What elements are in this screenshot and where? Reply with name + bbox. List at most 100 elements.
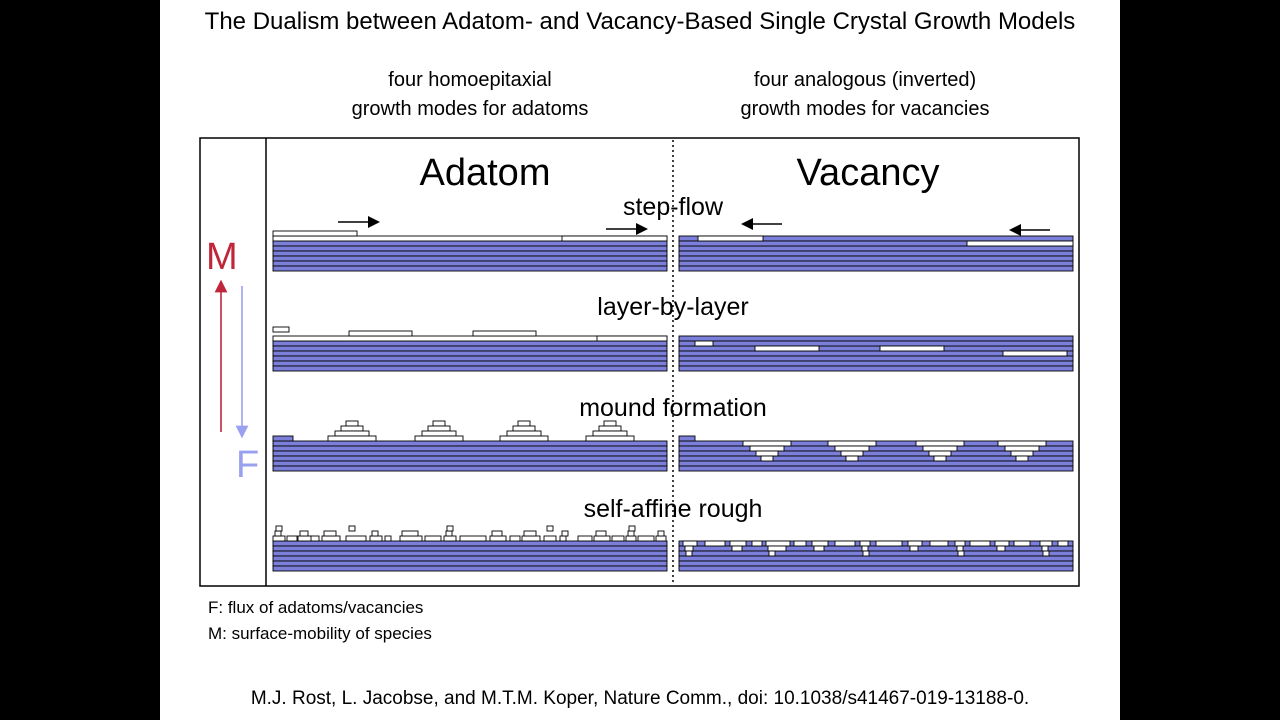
- crystal-layer: [678, 250, 1074, 257]
- flux-label: F: [236, 444, 260, 486]
- crystal-layer: [272, 565, 668, 572]
- vacancy-island: [697, 235, 764, 242]
- crystal-layer: [272, 245, 668, 252]
- adatom-island: [509, 535, 521, 542]
- pit-layer: [749, 445, 785, 452]
- crystal-layer: [678, 245, 1074, 252]
- mound-layer: [427, 425, 451, 432]
- adatom-island: [371, 530, 379, 537]
- adatom-island: [310, 535, 320, 542]
- crystal-layer: [678, 260, 1074, 267]
- vacancy-island: [813, 545, 825, 552]
- mound-layer: [340, 425, 364, 432]
- vacancy-island: [704, 540, 726, 547]
- adatom-island: [472, 330, 537, 337]
- mound-layer: [512, 425, 536, 432]
- vacancy-island: [969, 540, 991, 547]
- crystal-layer: [678, 550, 1074, 557]
- vacancy-island: [1002, 350, 1068, 357]
- crystal-layer: [678, 345, 1074, 352]
- crystal-layer: [678, 255, 1074, 262]
- vacancy-island: [751, 540, 763, 547]
- vacancy-island: [956, 545, 964, 552]
- mound-layer: [598, 425, 622, 432]
- vacancy-island: [996, 545, 1006, 552]
- crystal-layer: [272, 555, 668, 562]
- pit-layer: [928, 450, 952, 457]
- pit-layer: [997, 440, 1047, 447]
- vacancy-island: [684, 545, 694, 552]
- adatom-island: [521, 535, 541, 542]
- crystal-layer: [272, 550, 668, 557]
- vacancy-island: [1039, 540, 1053, 547]
- mound-layer: [506, 430, 542, 437]
- mound-layer: [421, 430, 457, 437]
- crystal-layer: [678, 355, 1074, 362]
- crystal-layer: [678, 265, 1074, 272]
- vacancy-island: [907, 540, 923, 547]
- mound-layer: [432, 420, 446, 427]
- adatom-island: [345, 535, 367, 542]
- vacancy-island: [754, 345, 820, 352]
- crystal-layer: [678, 555, 1074, 562]
- vacancy-column-title: Vacancy: [797, 152, 940, 194]
- vacancy-island: [694, 340, 714, 347]
- adatom-island: [637, 535, 655, 542]
- adatom-island: [596, 335, 668, 342]
- pit-layer: [933, 455, 947, 462]
- crystal-layer: [678, 335, 1074, 342]
- vacancy-island: [834, 540, 856, 547]
- crystal-layer: [272, 340, 668, 347]
- adatom-island: [628, 525, 636, 532]
- crystal-layer: [272, 445, 668, 452]
- adatom-island: [445, 530, 453, 537]
- adatom-island: [595, 530, 607, 537]
- crystal-layer: [272, 355, 668, 362]
- slide-title: The Dualism between Adatom- and Vacancy-…: [204, 8, 1076, 35]
- mound-layer: [592, 430, 628, 437]
- crystal-layer: [272, 250, 668, 257]
- mobility-label: M: [206, 236, 238, 278]
- crystal-layer: [272, 265, 668, 272]
- adatom-island: [299, 530, 309, 537]
- crystal-layer: [272, 450, 668, 457]
- pit-layer: [1010, 450, 1034, 457]
- adatom-island: [446, 525, 454, 532]
- citation: M.J. Rost, L. Jacobse, and M.T.M. Koper,…: [250, 688, 1030, 709]
- vacancy-island: [879, 345, 945, 352]
- mode-label-mound-formation: mound formation: [579, 394, 767, 422]
- adatom-island: [625, 535, 637, 542]
- adatom-island: [523, 530, 537, 537]
- adatom-header-line2: growth modes for adatoms: [351, 98, 589, 120]
- adatom-island: [348, 330, 413, 337]
- vacancy-island: [954, 540, 966, 547]
- adatom-island: [272, 230, 358, 237]
- adatom-island: [401, 530, 419, 537]
- crystal-layer: [272, 435, 294, 442]
- crystal-layer: [678, 435, 696, 442]
- adatom-island: [593, 535, 611, 542]
- mound-layer: [585, 435, 635, 442]
- adatom-island: [272, 326, 290, 333]
- adatom-header-line1: four homoepitaxial: [388, 69, 552, 91]
- mound-layer: [603, 420, 617, 427]
- mode-label-self-affine-rough: self-affine rough: [584, 495, 763, 523]
- adatom-island: [369, 535, 383, 542]
- vacancy-header-line2: growth modes for vacancies: [740, 98, 990, 120]
- vacancy-island: [909, 545, 919, 552]
- adatom-island: [274, 530, 282, 537]
- adatom-island: [491, 530, 503, 537]
- figure-frame: [199, 137, 1080, 587]
- mound-layer: [414, 435, 464, 442]
- adatom-island: [348, 525, 356, 532]
- adatom-island: [321, 535, 341, 542]
- vacancy-island: [1041, 545, 1049, 552]
- pit-layer: [1015, 455, 1029, 462]
- adatom-island: [627, 530, 635, 537]
- vacancy-island: [1057, 540, 1069, 547]
- crystal-layer: [272, 345, 668, 352]
- crystal-layer: [272, 540, 668, 547]
- adatom-island: [275, 525, 283, 532]
- mode-label-step-flow: step-flow: [623, 193, 724, 221]
- vacancy-island: [1013, 540, 1031, 547]
